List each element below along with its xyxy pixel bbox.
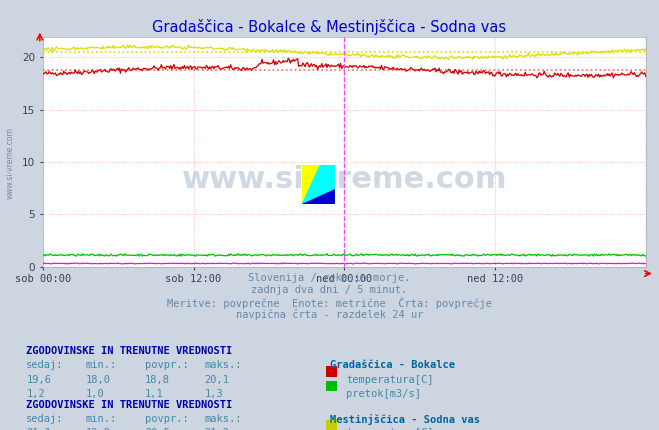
Text: povpr.:: povpr.: [145,360,188,370]
Text: 1,2: 1,2 [26,389,45,399]
Text: Meritve: povprečne  Enote: metrične  Črta: povprečje: Meritve: povprečne Enote: metrične Črta:… [167,297,492,309]
Text: Mestinjščica - Sodna vas: Mestinjščica - Sodna vas [330,414,480,425]
Text: min.:: min.: [86,360,117,370]
Text: ZGODOVINSKE IN TRENUTNE VREDNOSTI: ZGODOVINSKE IN TRENUTNE VREDNOSTI [26,346,233,356]
Text: temperatura[C]: temperatura[C] [346,375,434,384]
Text: 1,1: 1,1 [145,389,163,399]
Text: 21,1: 21,1 [26,428,51,430]
Text: 20,5: 20,5 [145,428,170,430]
Text: 19,6: 19,6 [26,375,51,384]
Text: navpična črta - razdelek 24 ur: navpična črta - razdelek 24 ur [236,309,423,319]
Text: Slovenija / reke in morje.: Slovenija / reke in morje. [248,273,411,283]
Text: www.si-vreme.com: www.si-vreme.com [182,165,507,194]
Text: pretok[m3/s]: pretok[m3/s] [346,389,421,399]
Text: 21,2: 21,2 [204,428,229,430]
Text: Gradaščica - Bokalce: Gradaščica - Bokalce [330,360,455,370]
Text: 1,3: 1,3 [204,389,223,399]
Text: povpr.:: povpr.: [145,414,188,424]
Text: 1,0: 1,0 [86,389,104,399]
Text: www.si-vreme.com: www.si-vreme.com [5,127,14,200]
Text: sedaj:: sedaj: [26,414,64,424]
Text: Gradaščica - Bokalce & Mestinjščica - Sodna vas: Gradaščica - Bokalce & Mestinjščica - So… [152,19,507,35]
Text: 18,0: 18,0 [86,375,111,384]
Text: maks.:: maks.: [204,360,242,370]
Text: temperatura[C]: temperatura[C] [346,428,434,430]
Text: 18,8: 18,8 [145,375,170,384]
Text: sedaj:: sedaj: [26,360,64,370]
Text: min.:: min.: [86,414,117,424]
Text: zadnja dva dni / 5 minut.: zadnja dva dni / 5 minut. [251,285,408,295]
Text: maks.:: maks.: [204,414,242,424]
Text: 20,1: 20,1 [204,375,229,384]
Text: ZGODOVINSKE IN TRENUTNE VREDNOSTI: ZGODOVINSKE IN TRENUTNE VREDNOSTI [26,400,233,410]
Text: 19,8: 19,8 [86,428,111,430]
